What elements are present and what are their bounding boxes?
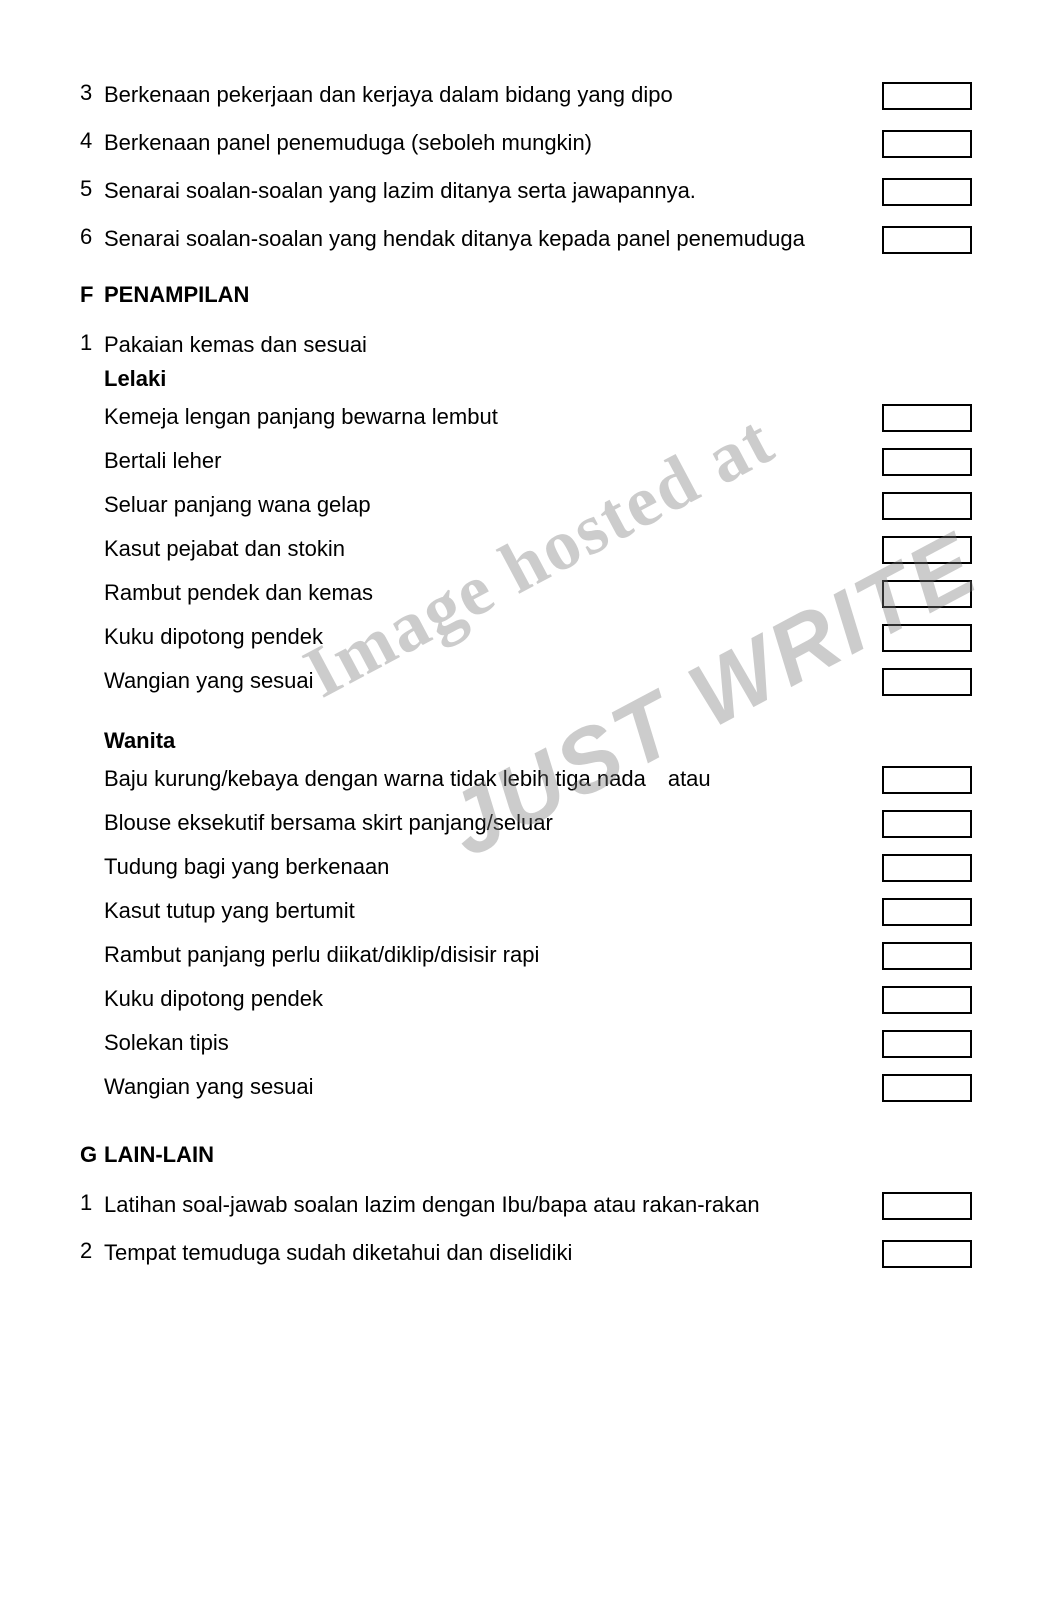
checkbox[interactable] bbox=[882, 668, 972, 696]
list-item: 4 Berkenaan panel penemuduga (seboleh mu… bbox=[80, 128, 972, 158]
item-text: Rambut panjang perlu diikat/diklip/disis… bbox=[104, 940, 872, 970]
item-text: Blouse eksekutif bersama skirt panjang/s… bbox=[104, 808, 872, 838]
subheading-lelaki: Lelaki bbox=[104, 366, 972, 392]
item-number: 1 bbox=[80, 330, 104, 356]
list-item: Tudung bagi yang berkenaan bbox=[80, 852, 972, 882]
section-title: LAIN-LAIN bbox=[104, 1142, 214, 1168]
section-f-header: F PENAMPILAN bbox=[80, 282, 972, 308]
checkbox[interactable] bbox=[882, 226, 972, 254]
item-text: Berkenaan pekerjaan dan kerjaya dalam bi… bbox=[104, 80, 872, 110]
checkbox[interactable] bbox=[882, 492, 972, 520]
item-number: 2 bbox=[80, 1238, 104, 1264]
list-item: 1 Latihan soal-jawab soalan lazim dengan… bbox=[80, 1190, 972, 1220]
list-item: 6 Senarai soalan-soalan yang hendak dita… bbox=[80, 224, 972, 254]
item-number: 6 bbox=[80, 224, 104, 250]
checkbox[interactable] bbox=[882, 624, 972, 652]
checkbox[interactable] bbox=[882, 404, 972, 432]
item-text: Kuku dipotong pendek bbox=[104, 622, 872, 652]
item-text: Rambut pendek dan kemas bbox=[104, 578, 872, 608]
checkbox[interactable] bbox=[882, 986, 972, 1014]
item-text: Bertali leher bbox=[104, 446, 872, 476]
item-text: Pakaian kemas dan sesuai bbox=[104, 330, 872, 360]
list-item: Kuku dipotong pendek bbox=[80, 984, 972, 1014]
list-item: Kasut tutup yang bertumit bbox=[80, 896, 972, 926]
checkbox[interactable] bbox=[882, 810, 972, 838]
item-text: Latihan soal-jawab soalan lazim dengan I… bbox=[104, 1190, 872, 1220]
list-item: Rambut pendek dan kemas bbox=[80, 578, 972, 608]
checkbox[interactable] bbox=[882, 536, 972, 564]
section-letter: G bbox=[80, 1142, 104, 1168]
checkbox[interactable] bbox=[882, 580, 972, 608]
item-text: Kuku dipotong pendek bbox=[104, 984, 872, 1014]
list-item: Solekan tipis bbox=[80, 1028, 972, 1058]
checkbox[interactable] bbox=[882, 1074, 972, 1102]
checkbox[interactable] bbox=[882, 178, 972, 206]
subheading-wanita: Wanita bbox=[104, 728, 972, 754]
list-item: Kemeja lengan panjang bewarna lembut bbox=[80, 402, 972, 432]
checkbox[interactable] bbox=[882, 448, 972, 476]
section-g-header: G LAIN-LAIN bbox=[80, 1142, 972, 1168]
list-item: Wangian yang sesuai bbox=[80, 1072, 972, 1102]
item-number: 1 bbox=[80, 1190, 104, 1216]
item-text: Kasut pejabat dan stokin bbox=[104, 534, 872, 564]
item-text: Kemeja lengan panjang bewarna lembut bbox=[104, 402, 872, 432]
checkbox[interactable] bbox=[882, 1030, 972, 1058]
checkbox[interactable] bbox=[882, 942, 972, 970]
list-item: Baju kurung/kebaya dengan warna tidak le… bbox=[80, 764, 972, 794]
checkbox[interactable] bbox=[882, 82, 972, 110]
list-item: 3 Berkenaan pekerjaan dan kerjaya dalam … bbox=[80, 80, 972, 110]
item-text: Seluar panjang wana gelap bbox=[104, 490, 872, 520]
item-text: Senarai soalan-soalan yang hendak ditany… bbox=[104, 224, 872, 254]
list-item: Seluar panjang wana gelap bbox=[80, 490, 972, 520]
item-text: Baju kurung/kebaya dengan warna tidak le… bbox=[104, 764, 872, 794]
checkbox[interactable] bbox=[882, 898, 972, 926]
checkbox[interactable] bbox=[882, 766, 972, 794]
list-item: Kasut pejabat dan stokin bbox=[80, 534, 972, 564]
item-text: Solekan tipis bbox=[104, 1028, 872, 1058]
section-title: PENAMPILAN bbox=[104, 282, 249, 308]
checkbox[interactable] bbox=[882, 130, 972, 158]
item-text: Kasut tutup yang bertumit bbox=[104, 896, 872, 926]
item-number: 5 bbox=[80, 176, 104, 202]
checkbox[interactable] bbox=[882, 1192, 972, 1220]
list-item: Blouse eksekutif bersama skirt panjang/s… bbox=[80, 808, 972, 838]
list-item: Kuku dipotong pendek bbox=[80, 622, 972, 652]
item-number: 4 bbox=[80, 128, 104, 154]
section-letter: F bbox=[80, 282, 104, 308]
list-item: Wangian yang sesuai bbox=[80, 666, 972, 696]
item-text: Wangian yang sesuai bbox=[104, 1072, 872, 1102]
item-number: 3 bbox=[80, 80, 104, 106]
item-text: Tudung bagi yang berkenaan bbox=[104, 852, 872, 882]
list-item: Rambut panjang perlu diikat/diklip/disis… bbox=[80, 940, 972, 970]
list-item: Bertali leher bbox=[80, 446, 972, 476]
list-item: 1 Pakaian kemas dan sesuai bbox=[80, 330, 972, 360]
checkbox[interactable] bbox=[882, 1240, 972, 1268]
item-text: Wangian yang sesuai bbox=[104, 666, 872, 696]
list-item: 5 Senarai soalan-soalan yang lazim ditan… bbox=[80, 176, 972, 206]
checkbox[interactable] bbox=[882, 854, 972, 882]
item-text: Berkenaan panel penemuduga (seboleh mung… bbox=[104, 128, 872, 158]
list-item: 2 Tempat temuduga sudah diketahui dan di… bbox=[80, 1238, 972, 1268]
item-text: Tempat temuduga sudah diketahui dan dise… bbox=[104, 1238, 872, 1268]
item-text: Senarai soalan-soalan yang lazim ditanya… bbox=[104, 176, 872, 206]
